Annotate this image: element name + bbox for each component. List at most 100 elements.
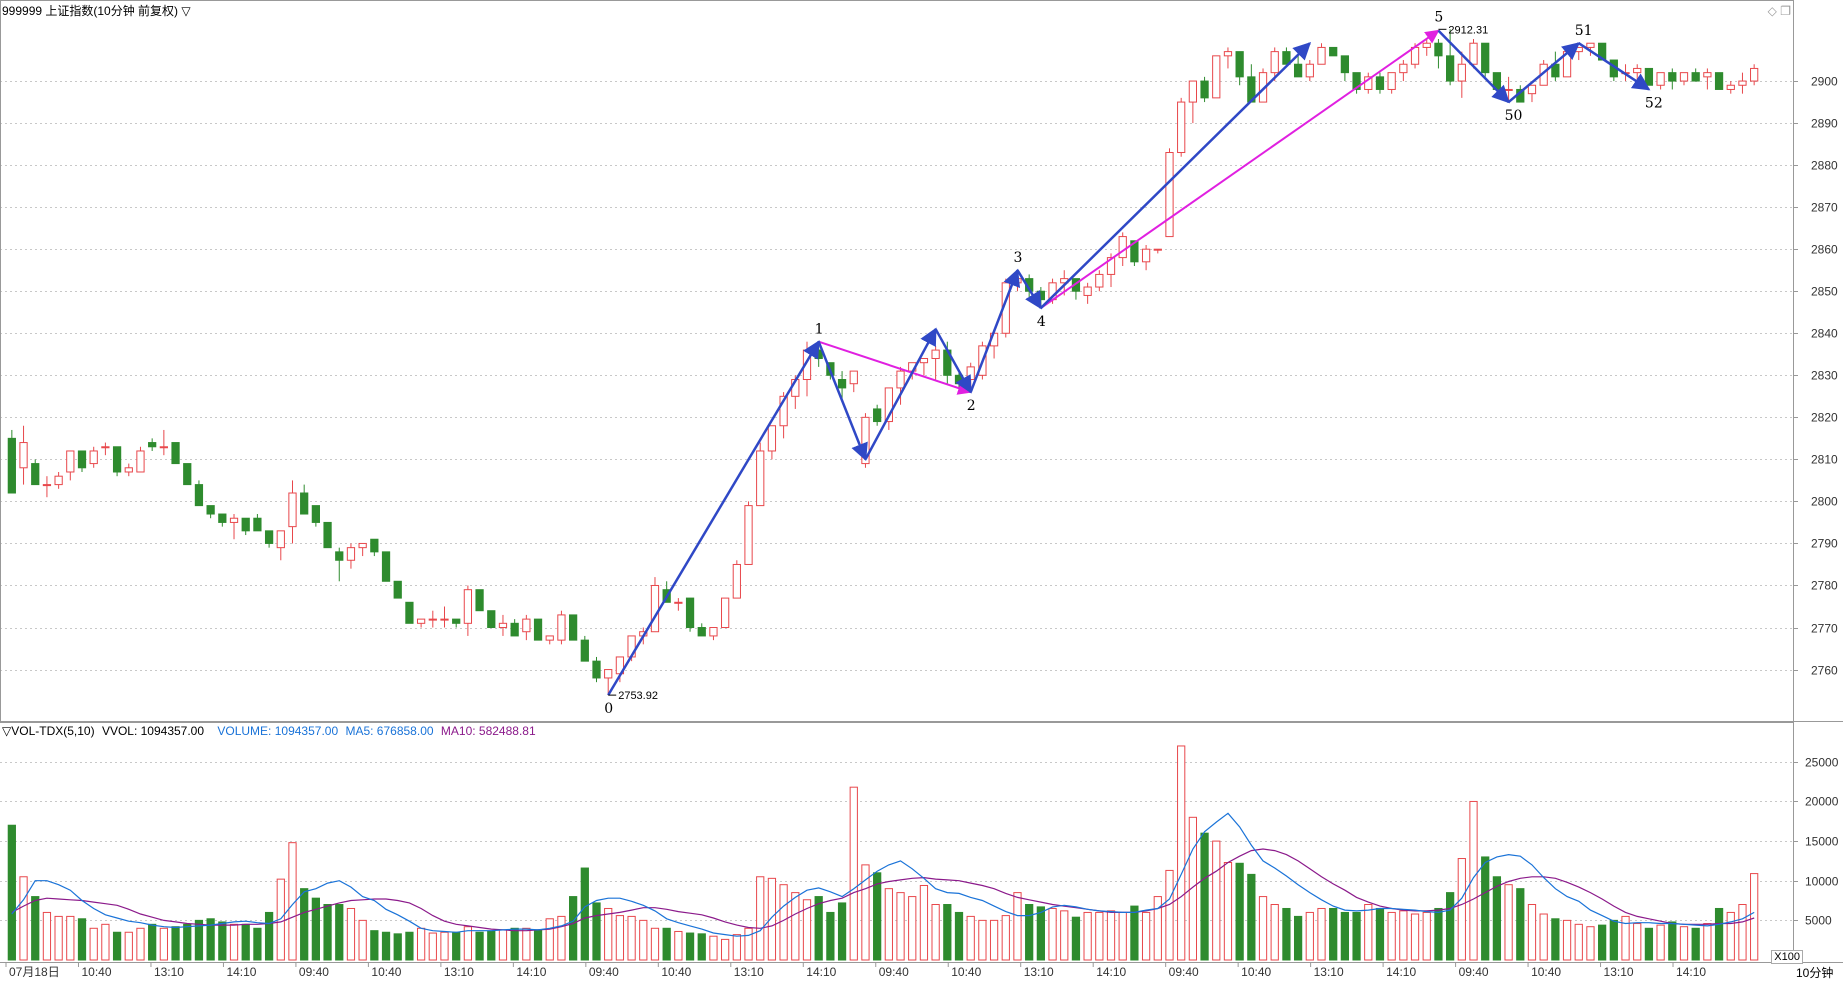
- price-tick-label: 2760: [1811, 664, 1838, 678]
- time-tick-label: 13:10: [1024, 965, 1054, 979]
- volume-bar: [1738, 904, 1747, 961]
- candle-body: [264, 530, 274, 544]
- candle-body: [381, 551, 391, 582]
- volume-bar: [1282, 907, 1291, 961]
- time-tick-label: 10:40: [1531, 965, 1561, 979]
- volume-bar: [592, 902, 601, 961]
- volume-bar: [837, 902, 847, 961]
- volume-bar: [1235, 862, 1244, 961]
- candle-body: [487, 610, 496, 629]
- volume-bar: [218, 921, 227, 961]
- candle-body: [393, 580, 402, 599]
- volume-bar: [1562, 919, 1572, 961]
- candle-body: [1703, 72, 1712, 78]
- candle-body: [1235, 51, 1244, 78]
- volume-bar: [1481, 856, 1490, 961]
- volume-bar: [826, 911, 835, 961]
- window-controls[interactable]: ◇ ❐: [1768, 4, 1791, 18]
- volume-bar: [1025, 904, 1034, 961]
- volume-bar: [1434, 907, 1443, 961]
- wave-line-blue: [1578, 42, 1651, 91]
- time-tick-label: 13:10: [444, 965, 474, 979]
- volume-indicator-name[interactable]: ▽VOL-TDX(5,10): [2, 724, 95, 738]
- price-tick-label: 2800: [1811, 495, 1838, 509]
- candle-body: [229, 517, 239, 523]
- volume-bar: [954, 911, 964, 961]
- volume-bar: [662, 927, 671, 961]
- price-tick-label: 2850: [1811, 285, 1838, 299]
- price-tick-label: 2810: [1811, 453, 1838, 467]
- candle-body: [522, 618, 531, 633]
- volume-bar: [709, 935, 718, 961]
- candle-body: [1656, 72, 1665, 86]
- price-tick-label: 2820: [1811, 411, 1838, 425]
- candle-body: [837, 379, 847, 389]
- volume-bar: [849, 786, 858, 961]
- restore-icon[interactable]: ❐: [1780, 4, 1791, 18]
- volume-bar: [674, 930, 683, 961]
- volume-bar: [557, 915, 566, 961]
- volume-bar: [206, 918, 215, 961]
- candle-body: [569, 614, 578, 641]
- wave-point-label: 5: [1434, 9, 1443, 25]
- volume-bar: [756, 876, 765, 961]
- volume-tick-label: 5000: [1805, 914, 1832, 928]
- candle-body: [545, 635, 554, 641]
- volume-bar: [1305, 911, 1314, 961]
- diamond-icon[interactable]: ◇: [1767, 4, 1777, 18]
- candle-body: [1200, 80, 1209, 99]
- wave-line-blue: [1016, 269, 1042, 310]
- candle-body: [1270, 51, 1279, 74]
- candle-body: [1481, 42, 1490, 74]
- candle-body: [206, 505, 215, 515]
- volume-bar: [1200, 832, 1209, 961]
- time-tick-label: 10:40: [1241, 965, 1271, 979]
- volume-bar: [300, 888, 309, 961]
- volume-bar: [966, 915, 975, 961]
- wave-line-blue: [1437, 29, 1510, 104]
- volume-bar: [732, 934, 741, 961]
- volume-bar: [604, 907, 613, 961]
- wave-line-magenta: [818, 340, 973, 395]
- candle-body: [1305, 63, 1314, 78]
- volume-bar: [721, 938, 730, 961]
- volume-bar: [615, 915, 625, 961]
- volume-bar: [989, 919, 999, 961]
- volume-bar: [1609, 919, 1618, 961]
- volume-bar: [253, 927, 262, 961]
- volume-bar: [1317, 907, 1326, 961]
- volume-bar: [1469, 800, 1478, 961]
- volume-bar: [1212, 840, 1221, 961]
- volume-bar: [112, 931, 122, 961]
- volume-bar: [42, 911, 52, 961]
- volume-bar: [1703, 923, 1712, 961]
- candle-body: [463, 589, 473, 624]
- volume-bar: [1060, 910, 1069, 961]
- volume-bar: [416, 927, 426, 961]
- candle-body: [1106, 257, 1116, 275]
- candle-body: [42, 484, 52, 487]
- period-label[interactable]: 10分钟: [1796, 966, 1834, 980]
- candle-body: [1527, 84, 1537, 95]
- volume-bar: [1329, 907, 1338, 961]
- candle-body: [77, 450, 87, 469]
- time-tick-label: 14:10: [226, 965, 256, 979]
- candle-body: [124, 467, 133, 473]
- volume-bar: [861, 864, 870, 961]
- wave-point-label: 51: [1575, 23, 1593, 39]
- volume-bar: [1516, 888, 1525, 961]
- wave-labels-layer: 0 2753.92 1 2 3 4 5 2912.31 50 51 52: [604, 9, 1663, 717]
- candle-body: [148, 442, 157, 448]
- candle-body: [1738, 80, 1747, 86]
- candle-body: [697, 627, 706, 637]
- candle-body: [7, 437, 16, 494]
- candle-body: [276, 530, 285, 549]
- volume-bar: [931, 904, 940, 961]
- volume-bar: [1598, 924, 1607, 961]
- grid-layer: [0, 81, 1798, 921]
- volume-bar: [1364, 904, 1373, 961]
- price-tick-label: 2830: [1811, 369, 1838, 383]
- volume-bar: [19, 876, 28, 961]
- volume-bar: [101, 923, 110, 961]
- candle-body: [732, 563, 741, 599]
